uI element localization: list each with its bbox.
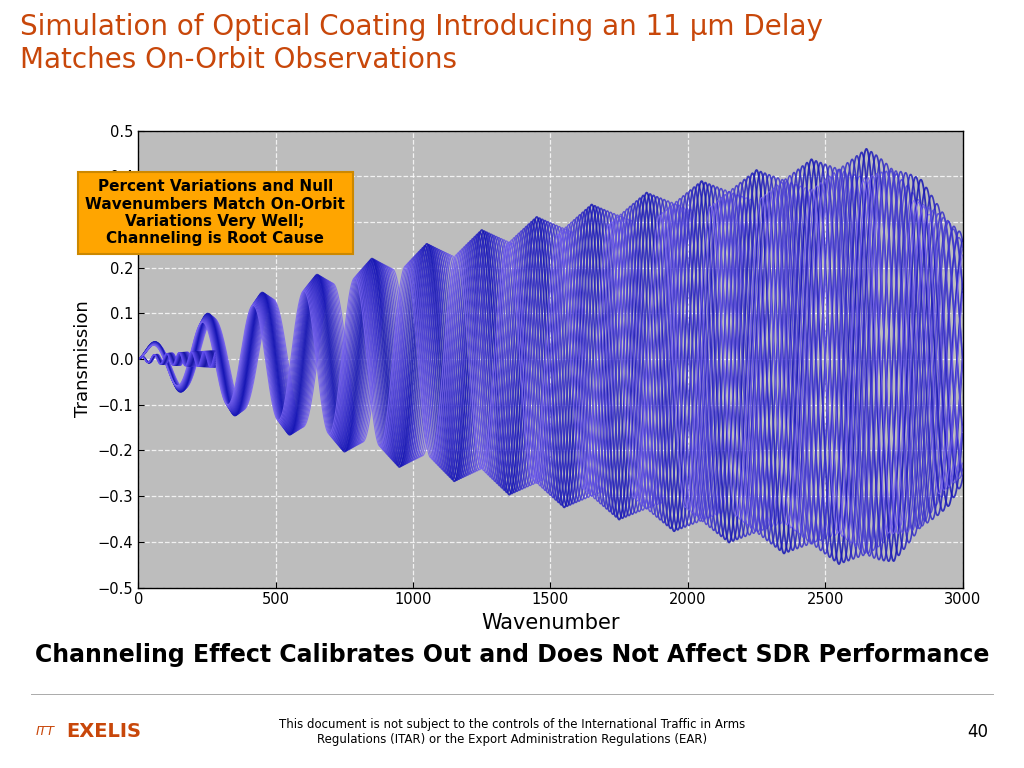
Y-axis label: Transmission: Transmission bbox=[74, 300, 92, 418]
Text: Channeling Effect Calibrates Out and Does Not Affect SDR Performance: Channeling Effect Calibrates Out and Doe… bbox=[35, 643, 989, 667]
X-axis label: Wavenumber: Wavenumber bbox=[481, 613, 620, 633]
Text: 40: 40 bbox=[967, 723, 988, 740]
Text: EXELIS: EXELIS bbox=[67, 722, 141, 741]
Text: Percent Variations and Null
Wavenumbers Match On-Orbit
Variations Very Well;
Cha: Percent Variations and Null Wavenumbers … bbox=[85, 179, 345, 247]
Text: This document is not subject to the controls of the International Traffic in Arm: This document is not subject to the cont… bbox=[279, 718, 745, 746]
Text: Simulation of Optical Coating Introducing an 11 μm Delay
Matches On-Orbit Observ: Simulation of Optical Coating Introducin… bbox=[20, 13, 823, 74]
Text: ITT: ITT bbox=[36, 725, 55, 738]
